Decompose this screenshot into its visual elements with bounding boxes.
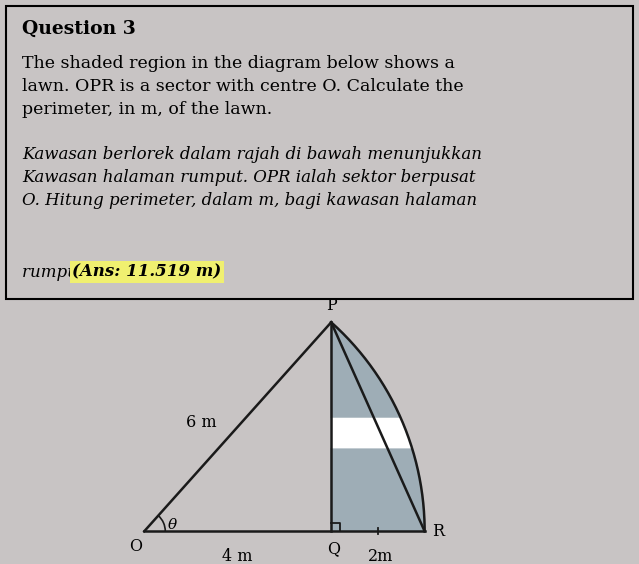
- Text: Q: Q: [327, 540, 340, 557]
- Polygon shape: [331, 418, 412, 448]
- Text: θ: θ: [167, 518, 177, 532]
- Text: 4 m: 4 m: [222, 548, 253, 564]
- Text: Kawasan berlorek dalam rajah di bawah menunjukkan
Kawasan halaman rumput. OPR ia: Kawasan berlorek dalam rajah di bawah me…: [22, 147, 482, 209]
- Text: (Ans: 11.519 m): (Ans: 11.519 m): [72, 264, 221, 281]
- Text: 2m: 2m: [367, 548, 393, 564]
- Text: O: O: [129, 538, 142, 556]
- Polygon shape: [331, 322, 425, 531]
- Text: R: R: [432, 523, 444, 540]
- Text: 6 m: 6 m: [186, 413, 217, 430]
- Text: rumput.: rumput.: [22, 264, 95, 281]
- Text: Question 3: Question 3: [22, 20, 136, 38]
- Text: P: P: [326, 297, 337, 314]
- Text: The shaded region in the diagram below shows a
lawn. OPR is a sector with centre: The shaded region in the diagram below s…: [22, 55, 464, 118]
